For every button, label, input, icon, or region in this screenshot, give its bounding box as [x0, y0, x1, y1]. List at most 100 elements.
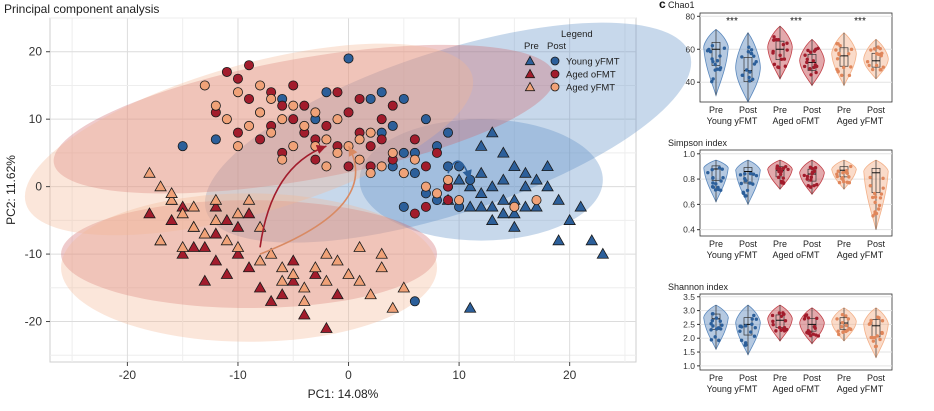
data-point	[596, 247, 610, 259]
data-point	[420, 181, 431, 192]
violin-dot	[806, 48, 810, 53]
violin-dot	[771, 322, 775, 327]
violin-box	[743, 57, 753, 82]
data-point	[354, 93, 365, 104]
violin-dot	[754, 317, 759, 321]
confidence-ellipse	[61, 200, 437, 309]
violin-dot	[881, 186, 885, 190]
violin-dot	[847, 181, 852, 185]
violin-dot	[868, 184, 873, 188]
violin-dot	[771, 51, 775, 55]
violin-group-label: Aged oFMT	[772, 250, 820, 260]
data-point	[508, 207, 521, 219]
data-point	[376, 87, 387, 98]
violin-box	[711, 165, 721, 181]
violin-dot	[713, 62, 717, 67]
violin-dot	[873, 335, 877, 340]
data-point	[298, 294, 311, 306]
violin-dot	[739, 338, 744, 343]
data-point	[220, 213, 234, 225]
data-point	[454, 195, 465, 206]
violin-dot	[808, 185, 813, 189]
violin-dot	[837, 332, 841, 337]
violin-dot	[814, 333, 818, 337]
data-point	[443, 195, 454, 206]
violin-dot	[719, 179, 723, 183]
data-point	[309, 261, 322, 273]
data-point	[275, 261, 289, 273]
violin-dot	[779, 57, 784, 62]
violin-dot	[814, 70, 818, 75]
violin-dot	[706, 170, 710, 175]
violin-dot	[813, 166, 818, 170]
data-point	[386, 301, 400, 313]
violin-y-tick-label: 1.0	[683, 361, 695, 371]
violin-x-label: Pre	[773, 105, 787, 115]
data-point	[253, 281, 267, 293]
y-tick-label: 0	[35, 180, 42, 194]
violin-y-tick-label: 3.0	[683, 306, 695, 316]
data-point	[474, 166, 488, 178]
panel-letter: c	[659, 0, 666, 11]
violin-dot	[880, 51, 884, 55]
legend-marker-pre	[524, 55, 536, 66]
data-point	[343, 161, 354, 172]
data-point	[409, 168, 420, 179]
violin-dot	[751, 77, 755, 81]
data-point	[365, 168, 376, 179]
violin-x-label: Pre	[709, 373, 723, 383]
violin-dot	[743, 172, 747, 176]
data-point	[209, 200, 223, 212]
data-point	[541, 159, 554, 171]
violin-dot	[772, 38, 776, 42]
violin-title: Shannon index	[668, 282, 729, 292]
x-tick-label: 10	[452, 368, 466, 382]
violin-dot	[847, 73, 852, 78]
data-point	[375, 247, 388, 259]
trajectory-arrow	[259, 144, 327, 248]
violin-dot	[785, 41, 789, 45]
x-tick-label: 20	[563, 368, 577, 382]
data-point	[398, 147, 409, 158]
violin-dot	[770, 313, 775, 318]
violin-dot	[779, 314, 784, 318]
violin-x-label: Post	[867, 239, 886, 249]
data-point	[176, 240, 189, 252]
violin-dot	[710, 57, 714, 61]
violin-dot	[869, 48, 873, 52]
violin-dot	[751, 182, 755, 186]
violin-dot	[709, 328, 713, 332]
data-point	[286, 274, 300, 286]
violin-dot	[835, 172, 839, 176]
data-point	[177, 141, 188, 152]
data-point	[244, 120, 255, 131]
data-point	[474, 186, 488, 198]
violin-dot	[749, 48, 754, 52]
legend-marker-pre	[524, 81, 536, 92]
significance-stars: ***	[726, 16, 738, 27]
data-point	[221, 66, 232, 77]
data-point	[321, 120, 332, 131]
data-point	[376, 114, 387, 125]
violin-dot	[840, 312, 845, 317]
data-point	[497, 146, 510, 158]
violin-dot	[743, 176, 747, 181]
violin-dot	[771, 319, 775, 324]
violin-dot	[841, 170, 845, 175]
data-point	[231, 240, 245, 252]
data-point	[519, 166, 532, 178]
data-point	[497, 193, 510, 205]
violin-dot	[836, 169, 840, 173]
violin-dot	[877, 203, 882, 208]
violin-dot	[777, 169, 781, 174]
data-point	[552, 193, 565, 205]
trajectory-arrow	[447, 160, 472, 181]
violin-dot	[803, 53, 807, 57]
violin-dot	[777, 311, 782, 315]
violin-dot	[807, 331, 811, 335]
violin-dot	[776, 175, 781, 180]
violin-dot	[746, 50, 751, 54]
violin-group-label: Young yFMT	[707, 384, 758, 394]
violin-dot	[873, 210, 877, 214]
